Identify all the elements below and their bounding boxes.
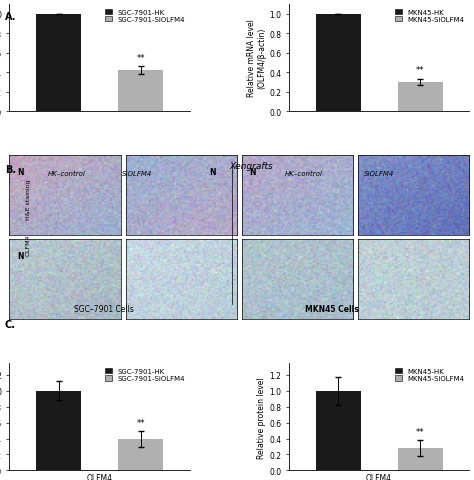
Text: SiOLFM4: SiOLFM4 (364, 170, 394, 176)
Text: N: N (249, 168, 256, 177)
Text: HK–control: HK–control (47, 170, 85, 176)
Bar (316, 14, 361, 112)
X-axis label: OLFM4: OLFM4 (366, 473, 392, 480)
Text: **: ** (416, 66, 424, 75)
Text: N: N (209, 168, 216, 177)
Legend: SGC-7901-HK, SGC-7901-SiOLFM4: SGC-7901-HK, SGC-7901-SiOLFM4 (103, 8, 186, 24)
Text: **: ** (137, 418, 145, 427)
Y-axis label: Relative protein level: Relative protein level (257, 376, 266, 457)
Text: **: ** (416, 427, 424, 436)
Text: **: ** (137, 54, 145, 63)
Legend: MKN45-HK, MKN45-SiOLFM4: MKN45-HK, MKN45-SiOLFM4 (393, 8, 466, 24)
Text: SGC–7901 Cells: SGC–7901 Cells (74, 305, 134, 314)
Bar (36, 14, 81, 112)
Text: HK–control: HK–control (284, 170, 322, 176)
Bar (36, 391, 81, 470)
Text: MKN45 Cells: MKN45 Cells (305, 305, 359, 314)
X-axis label: OLFM4: OLFM4 (87, 473, 113, 480)
Bar (398, 448, 443, 470)
Bar (118, 71, 163, 112)
Text: C.: C. (5, 319, 16, 329)
Legend: SGC-7901-HK, SGC-7901-SiOLFM4: SGC-7901-HK, SGC-7901-SiOLFM4 (103, 367, 186, 383)
Text: Xengrafts: Xengrafts (229, 162, 273, 171)
Text: N: N (17, 251, 24, 260)
Text: A.: A. (5, 12, 16, 22)
Bar (398, 83, 443, 112)
Bar (118, 439, 163, 470)
Text: SiOLFM4: SiOLFM4 (122, 170, 153, 176)
Text: N: N (17, 168, 24, 177)
Legend: MKN45-HK, MKN45-SiOLFM4: MKN45-HK, MKN45-SiOLFM4 (393, 367, 466, 383)
Bar (316, 391, 361, 470)
Y-axis label: Relative mRNA level
(OLFM4/β-actin): Relative mRNA level (OLFM4/β-actin) (247, 20, 266, 97)
Text: OLFM4: OLFM4 (26, 234, 31, 255)
Text: B.: B. (5, 165, 16, 175)
Text: H&E staining: H&E staining (26, 179, 31, 219)
